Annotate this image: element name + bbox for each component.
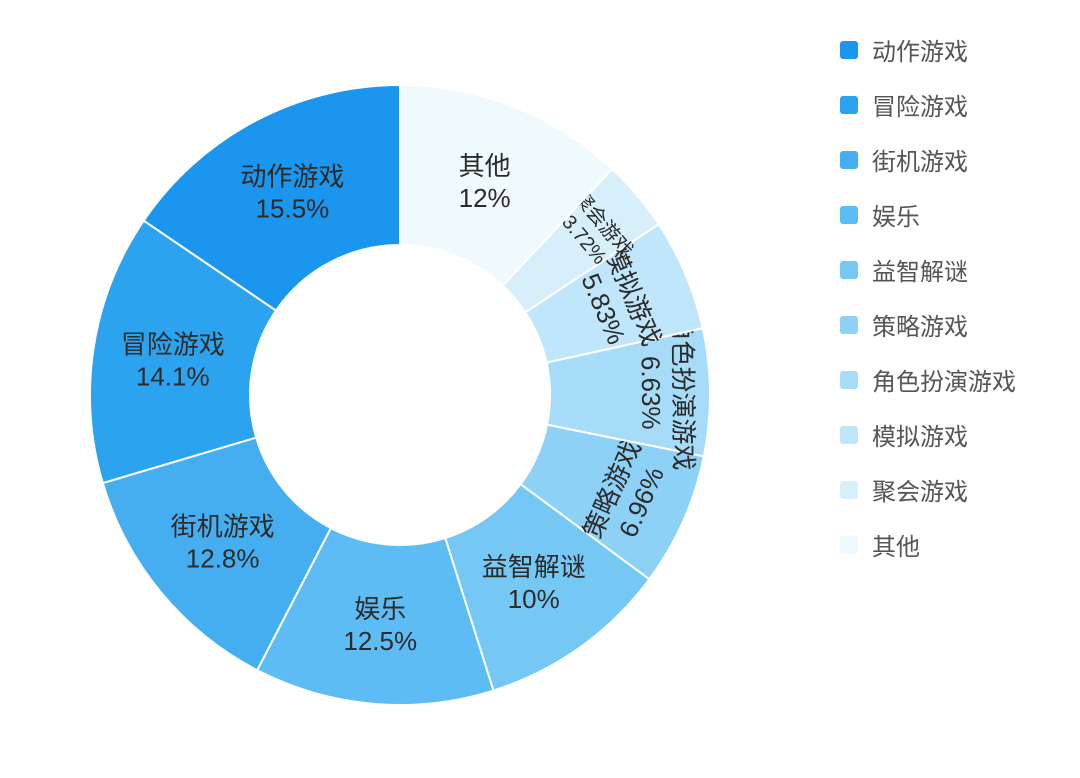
legend-swatch: [840, 426, 858, 444]
legend-item-0: 动作游戏: [840, 32, 1016, 67]
legend-label: 其他: [872, 527, 920, 562]
legend-swatch: [840, 206, 858, 224]
legend: 动作游戏冒险游戏街机游戏娱乐益智解谜策略游戏角色扮演游戏模拟游戏聚会游戏其他: [840, 32, 1016, 582]
legend-label: 益智解谜: [872, 252, 968, 287]
legend-label: 模拟游戏: [872, 417, 968, 452]
slice-label-name: 益智解谜: [482, 552, 586, 582]
legend-item-2: 街机游戏: [840, 142, 1016, 177]
legend-label: 动作游戏: [872, 32, 968, 67]
legend-item-3: 娱乐: [840, 197, 1016, 232]
slice-label-pct: 14.1%: [136, 362, 210, 392]
slice-label-pct: 12.5%: [343, 626, 417, 656]
legend-swatch: [840, 536, 858, 554]
legend-swatch: [840, 261, 858, 279]
slice-label-name: 其他: [459, 151, 511, 181]
legend-swatch: [840, 481, 858, 499]
slice-label-pct: 15.5%: [256, 194, 330, 224]
legend-swatch: [840, 316, 858, 334]
legend-swatch: [840, 41, 858, 59]
chart-stage: 动作游戏15.5%冒险游戏14.1%街机游戏12.8%娱乐12.5%益智解谜10…: [0, 0, 1080, 778]
slice-label-pct: 10%: [508, 584, 560, 614]
legend-label: 街机游戏: [872, 142, 968, 177]
slice-label-pct: 6.63%: [636, 356, 667, 430]
slice-label-name: 角色扮演游戏: [667, 314, 698, 470]
legend-item-5: 策略游戏: [840, 307, 1016, 342]
legend-label: 聚会游戏: [872, 472, 968, 507]
legend-item-7: 模拟游戏: [840, 417, 1016, 452]
legend-item-4: 益智解谜: [840, 252, 1016, 287]
slice-label-pct: 12.8%: [186, 543, 260, 573]
legend-swatch: [840, 151, 858, 169]
legend-label: 冒险游戏: [872, 87, 968, 122]
legend-item-9: 其他: [840, 527, 1016, 562]
slice-label-name: 娱乐: [354, 594, 406, 624]
legend-swatch: [840, 371, 858, 389]
legend-item-8: 聚会游戏: [840, 472, 1016, 507]
slice-label-pct: 12%: [459, 183, 511, 213]
legend-label: 策略游戏: [872, 307, 968, 342]
legend-label: 角色扮演游戏: [872, 362, 1016, 397]
legend-item-6: 角色扮演游戏: [840, 362, 1016, 397]
legend-label: 娱乐: [872, 197, 920, 232]
slice-label-name: 冒险游戏: [121, 330, 225, 360]
slice-label-name: 动作游戏: [240, 162, 344, 192]
slice-label-name: 街机游戏: [171, 511, 275, 541]
legend-swatch: [840, 96, 858, 114]
legend-item-1: 冒险游戏: [840, 87, 1016, 122]
